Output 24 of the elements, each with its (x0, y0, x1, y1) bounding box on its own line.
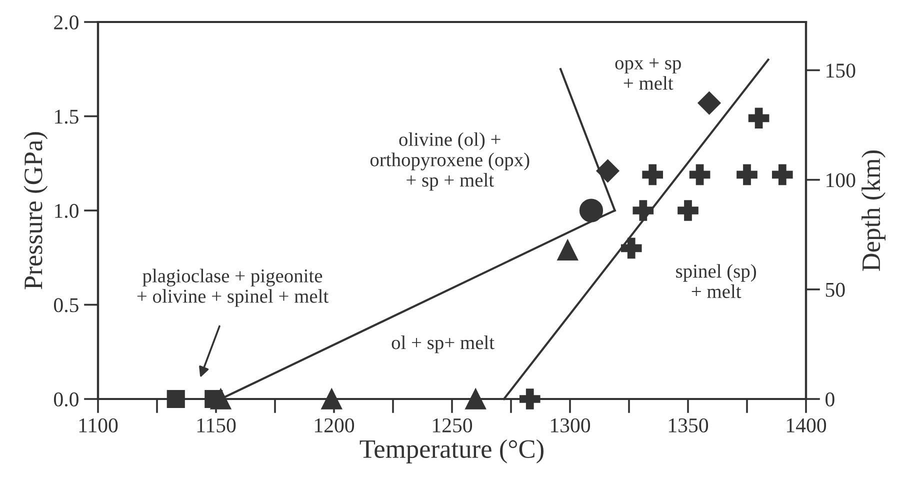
annotation: ol + sp+ melt (392, 336, 494, 354)
x-tick-label: 1200 (315, 418, 354, 432)
annotation: plagioclase + pigeonite + olivine + spinel + melt (137, 268, 329, 307)
x-tick-label: 1150 (197, 418, 236, 432)
y2-axis-title: Depth (km) (862, 150, 886, 271)
x-tick-label: 1250 (433, 418, 472, 432)
x-tick-label: 1100 (79, 418, 118, 432)
x-tick-label: 1350 (669, 418, 708, 432)
y2-tick-label: 0 (826, 392, 834, 406)
y-tick-label: 2.0 (54, 15, 78, 30)
y-tick-label: 1.5 (55, 110, 78, 124)
y-tick-label: 0.0 (54, 392, 78, 407)
y2-tick-label: 150 (826, 64, 856, 78)
y2-tick-label: 50 (826, 282, 845, 297)
x-tick-label: 1300 (551, 418, 590, 432)
y-tick-label: 1.0 (55, 204, 78, 218)
annotation: olivine (ol) + orthopyroxene (opx) + sp + melt (370, 132, 530, 191)
y-axis-title: Pressure (GPa) (24, 132, 48, 290)
x-tick-label: 1400 (787, 418, 826, 432)
annotation: opx + sp + melt (615, 58, 681, 90)
annotation: spinel (sp) + melt (676, 264, 756, 298)
x-axis-title: Temperature (°C) (360, 439, 544, 464)
y-tick-label: 0.5 (54, 298, 78, 312)
y2-tick-label: 100 (826, 173, 856, 188)
